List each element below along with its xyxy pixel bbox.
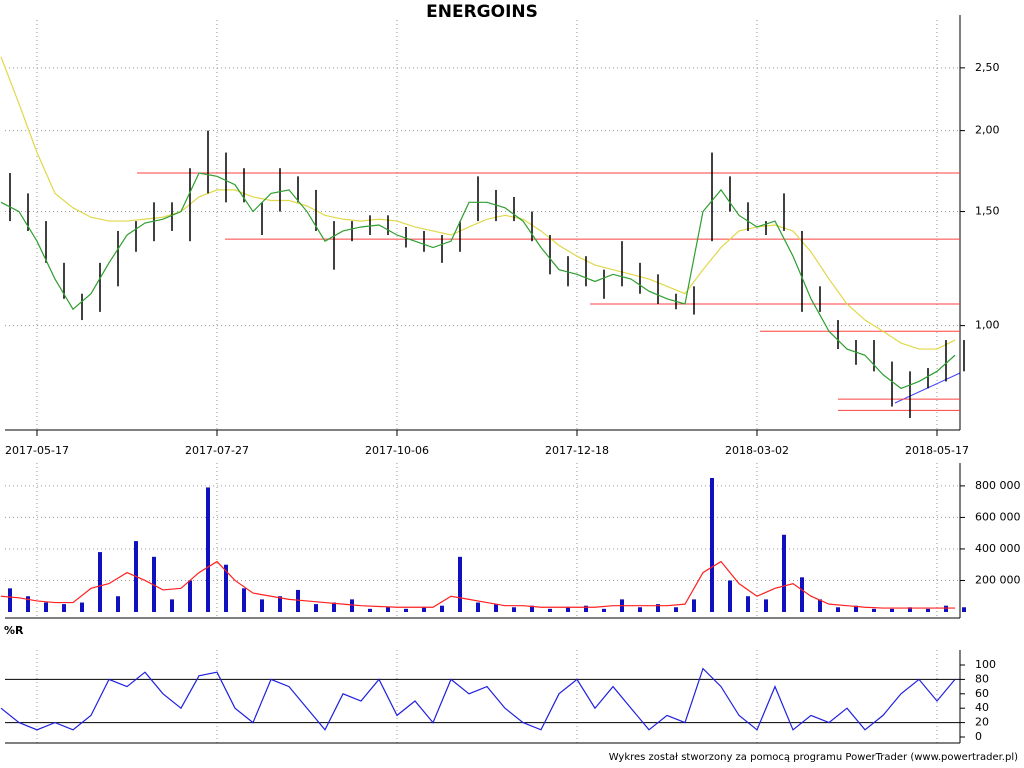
- volume-bar: [44, 602, 48, 612]
- x-tick-label: 2018-03-02: [725, 444, 789, 457]
- volume-bar: [566, 607, 570, 612]
- volume-bar: [404, 608, 408, 612]
- volume-bar: [926, 608, 930, 612]
- volume-bar: [98, 552, 102, 612]
- volume-bar: [458, 556, 462, 612]
- volume-bar: [836, 607, 840, 612]
- volume-bar: [944, 605, 948, 612]
- volume-bar: [494, 604, 498, 612]
- volume-bar: [800, 577, 804, 612]
- y-tick-label: 1,50: [975, 205, 1000, 218]
- williams-r-line: [0, 667, 956, 731]
- volume-bar: [80, 602, 84, 612]
- volume-bar: [908, 607, 912, 612]
- x-tick-label: 2017-10-06: [365, 444, 429, 457]
- x-tick-label: 2017-05-17: [5, 444, 69, 457]
- volume-bar: [386, 607, 390, 612]
- volume-bar: [26, 596, 30, 612]
- volume-bar: [206, 487, 210, 612]
- volume-bar: [656, 604, 660, 612]
- volume-bar: [872, 608, 876, 612]
- volume-bar: [116, 596, 120, 612]
- x-tick-label: 2017-07-27: [185, 444, 249, 457]
- volume-bar: [152, 556, 156, 612]
- volume-bar: [530, 605, 534, 612]
- volume-bar: [710, 478, 714, 612]
- volume-bar: [746, 596, 750, 612]
- volume-bar: [224, 564, 228, 612]
- volume-bar: [764, 599, 768, 612]
- y-tick-label: 1,00: [975, 319, 1000, 332]
- volume-bar: [260, 599, 264, 612]
- volume-bar: [368, 608, 372, 612]
- volume-bar: [350, 599, 354, 612]
- volume-bar: [188, 580, 192, 612]
- y-tick-label: 400 000: [975, 542, 1021, 555]
- volume-bar: [818, 599, 822, 612]
- y-tick-label: 20: [975, 716, 989, 729]
- volume-bar: [782, 534, 786, 612]
- ma-long: [0, 56, 956, 350]
- y-tick-label: 2,00: [975, 124, 1000, 137]
- volume-bar: [962, 607, 966, 612]
- volume-bar: [584, 605, 588, 612]
- y-tick-label: 80: [975, 672, 989, 685]
- y-tick-label: 600 000: [975, 510, 1021, 523]
- volume-bar: [8, 588, 12, 612]
- footer: Wykres został stworzony za pomocą progra…: [609, 752, 1018, 763]
- volume-bar: [674, 607, 678, 612]
- volume-bar: [890, 608, 894, 612]
- volume-bar: [476, 602, 480, 612]
- volume-bar: [314, 604, 318, 612]
- y-tick-label: 0: [975, 730, 982, 743]
- chart-title: ENERGOINS: [426, 2, 538, 22]
- y-tick-label: 800 000: [975, 479, 1021, 492]
- volume-bar: [728, 580, 732, 612]
- y-tick-label: 60: [975, 687, 989, 700]
- x-tick-label: 2018-05-17: [905, 444, 969, 457]
- y-tick-label: 100: [975, 658, 996, 671]
- panel-title: %R: [4, 624, 24, 637]
- volume-bar: [332, 602, 336, 612]
- volume-bar: [296, 589, 300, 612]
- volume-bar: [602, 608, 606, 612]
- volume-bar: [440, 605, 444, 612]
- volume-bar: [854, 605, 858, 612]
- volume-bar: [512, 607, 516, 612]
- volume-bar: [278, 596, 282, 612]
- volume-bar: [638, 607, 642, 612]
- y-tick-label: 200 000: [975, 573, 1021, 586]
- volume-bar: [422, 607, 426, 612]
- y-tick-label: 40: [975, 701, 989, 714]
- volume-bar: [170, 599, 174, 612]
- volume-bar: [62, 604, 66, 612]
- ma-short: [0, 172, 956, 390]
- x-tick-label: 2017-12-18: [545, 444, 609, 457]
- volume-bar: [548, 608, 552, 612]
- volume-ma: [0, 560, 955, 609]
- volume-bar: [692, 599, 696, 612]
- y-tick-label: 2,50: [975, 61, 1000, 74]
- volume-bar: [242, 588, 246, 612]
